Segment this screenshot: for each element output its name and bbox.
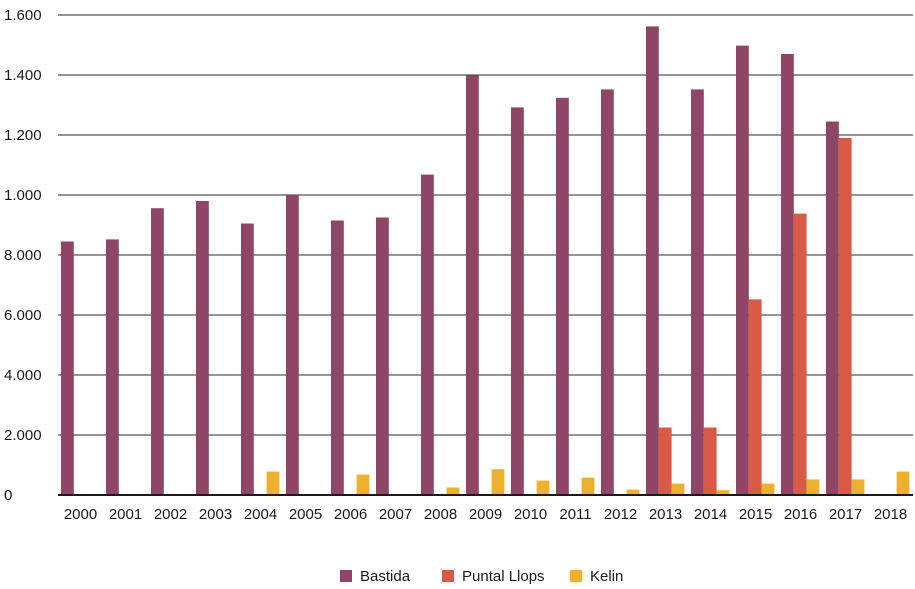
bar bbox=[511, 107, 524, 496]
x-axis-ticks: 2000 2001 2002 2003 2004 2005 2006 2007 2008 2009… bbox=[64, 506, 907, 523]
legend: Bastida Puntal Llops Kelin bbox=[340, 568, 623, 585]
bar bbox=[646, 26, 659, 496]
y-axis-ticks: 0 2.000 4.000 6.000 8.000 1.000 1.200 1.400 1.60… bbox=[4, 7, 42, 504]
bar bbox=[671, 483, 685, 495]
bar bbox=[536, 480, 550, 495]
legend-swatch bbox=[340, 570, 352, 582]
y-tick-label: 8.000 bbox=[4, 247, 42, 264]
bar bbox=[626, 489, 640, 495]
x-tick-label: 2003 bbox=[199, 506, 232, 523]
x-tick-label: 2007 bbox=[379, 506, 412, 523]
bar bbox=[896, 471, 910, 495]
bars bbox=[61, 26, 910, 496]
legend-label: Kelin bbox=[590, 568, 623, 585]
x-tick-label: 2010 bbox=[514, 506, 547, 523]
x-tick-label: 2000 bbox=[64, 506, 97, 523]
bar bbox=[793, 213, 807, 495]
bar bbox=[556, 97, 569, 496]
bar bbox=[761, 483, 775, 495]
x-tick-label: 2005 bbox=[289, 506, 322, 523]
bar bbox=[421, 174, 434, 495]
bar bbox=[581, 477, 595, 495]
bar bbox=[446, 487, 460, 495]
bar bbox=[703, 427, 717, 495]
legend-label: Bastida bbox=[360, 568, 411, 585]
bar bbox=[151, 208, 164, 495]
bar bbox=[376, 217, 389, 495]
x-tick-label: 2008 bbox=[424, 506, 457, 523]
x-tick-label: 2013 bbox=[649, 506, 682, 523]
x-tick-label: 2017 bbox=[829, 506, 862, 523]
bar bbox=[781, 54, 794, 495]
bar bbox=[806, 479, 820, 495]
bar bbox=[736, 45, 749, 495]
x-tick-label: 2004 bbox=[244, 506, 277, 523]
bar bbox=[61, 241, 74, 495]
y-tick-label: 1.600 bbox=[4, 7, 42, 24]
y-tick-label: 0 bbox=[4, 487, 12, 504]
bar bbox=[838, 138, 852, 495]
bar bbox=[196, 201, 209, 495]
bar bbox=[491, 469, 505, 495]
y-tick-label: 1.400 bbox=[4, 67, 42, 84]
y-tick-label: 1.200 bbox=[4, 127, 42, 144]
bar bbox=[601, 89, 614, 496]
y-tick-label: 6.000 bbox=[4, 307, 42, 324]
x-tick-label: 2018 bbox=[874, 506, 907, 523]
x-tick-label: 2014 bbox=[694, 506, 727, 523]
bar bbox=[266, 471, 280, 495]
bar bbox=[851, 479, 865, 495]
bar bbox=[716, 490, 730, 495]
legend-label: Puntal Llops bbox=[462, 568, 545, 585]
bar bbox=[356, 474, 370, 495]
x-tick-label: 2006 bbox=[334, 506, 367, 523]
y-tick-label: 2.000 bbox=[4, 427, 42, 444]
bar bbox=[286, 195, 299, 495]
bar bbox=[826, 121, 839, 495]
x-tick-label: 2002 bbox=[154, 506, 187, 523]
bar bbox=[658, 427, 672, 495]
bar bbox=[331, 220, 344, 495]
bar bbox=[748, 299, 762, 495]
x-tick-label: 2009 bbox=[469, 506, 502, 523]
bar bbox=[466, 75, 479, 495]
bar bbox=[241, 223, 254, 495]
legend-swatch bbox=[570, 570, 582, 582]
x-tick-label: 2001 bbox=[109, 506, 142, 523]
bar bbox=[106, 239, 119, 495]
y-tick-label: 4.000 bbox=[4, 367, 42, 384]
x-tick-label: 2016 bbox=[784, 506, 817, 523]
bar bbox=[691, 89, 704, 496]
y-tick-label: 1.000 bbox=[4, 187, 42, 204]
x-tick-label: 2012 bbox=[604, 506, 637, 523]
x-tick-label: 2011 bbox=[559, 506, 591, 523]
legend-swatch bbox=[442, 570, 454, 582]
x-tick-label: 2015 bbox=[739, 506, 772, 523]
